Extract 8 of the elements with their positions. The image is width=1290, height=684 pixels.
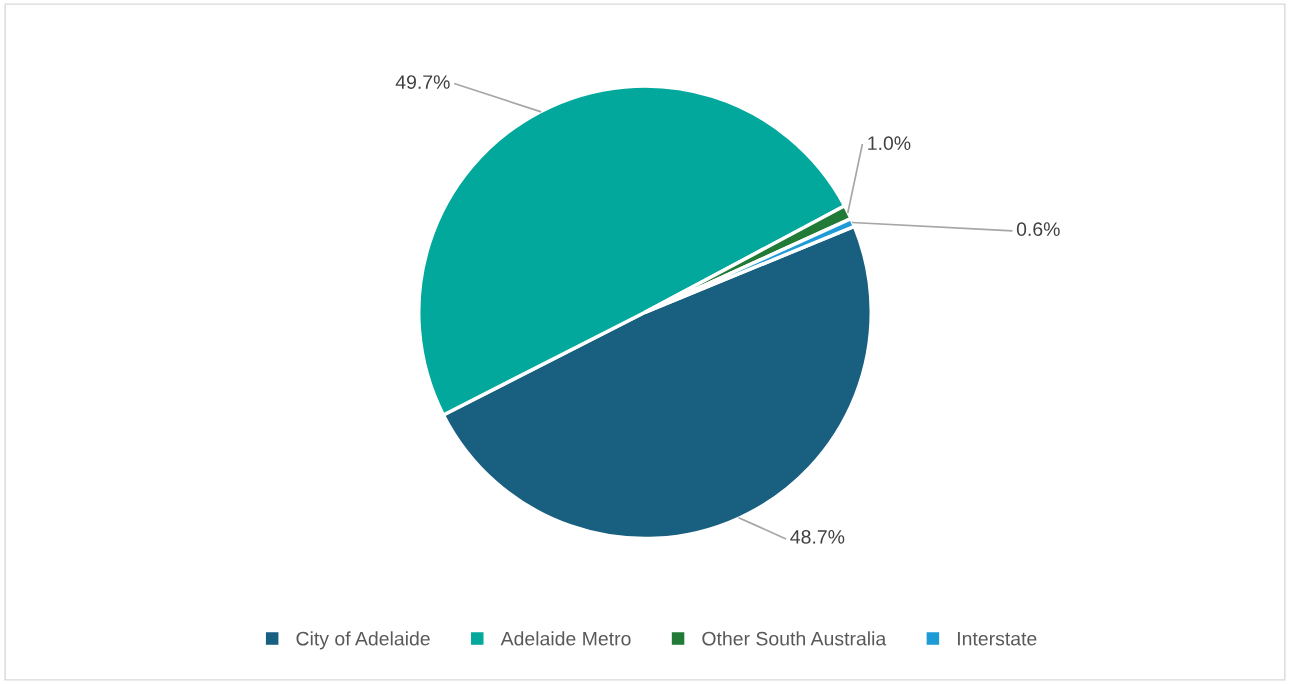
legend-label: Adelaide Metro xyxy=(500,631,631,646)
legend-label: Other South Australia xyxy=(702,631,887,646)
data-label: 48.7% xyxy=(790,530,845,544)
data-label: 0.6% xyxy=(1016,222,1060,237)
data-label: 49.7% xyxy=(395,75,450,89)
data-label: 1.0% xyxy=(868,136,911,151)
legend-label: City of Adelaide xyxy=(296,631,430,650)
legend-label: Interstate xyxy=(958,631,1037,646)
